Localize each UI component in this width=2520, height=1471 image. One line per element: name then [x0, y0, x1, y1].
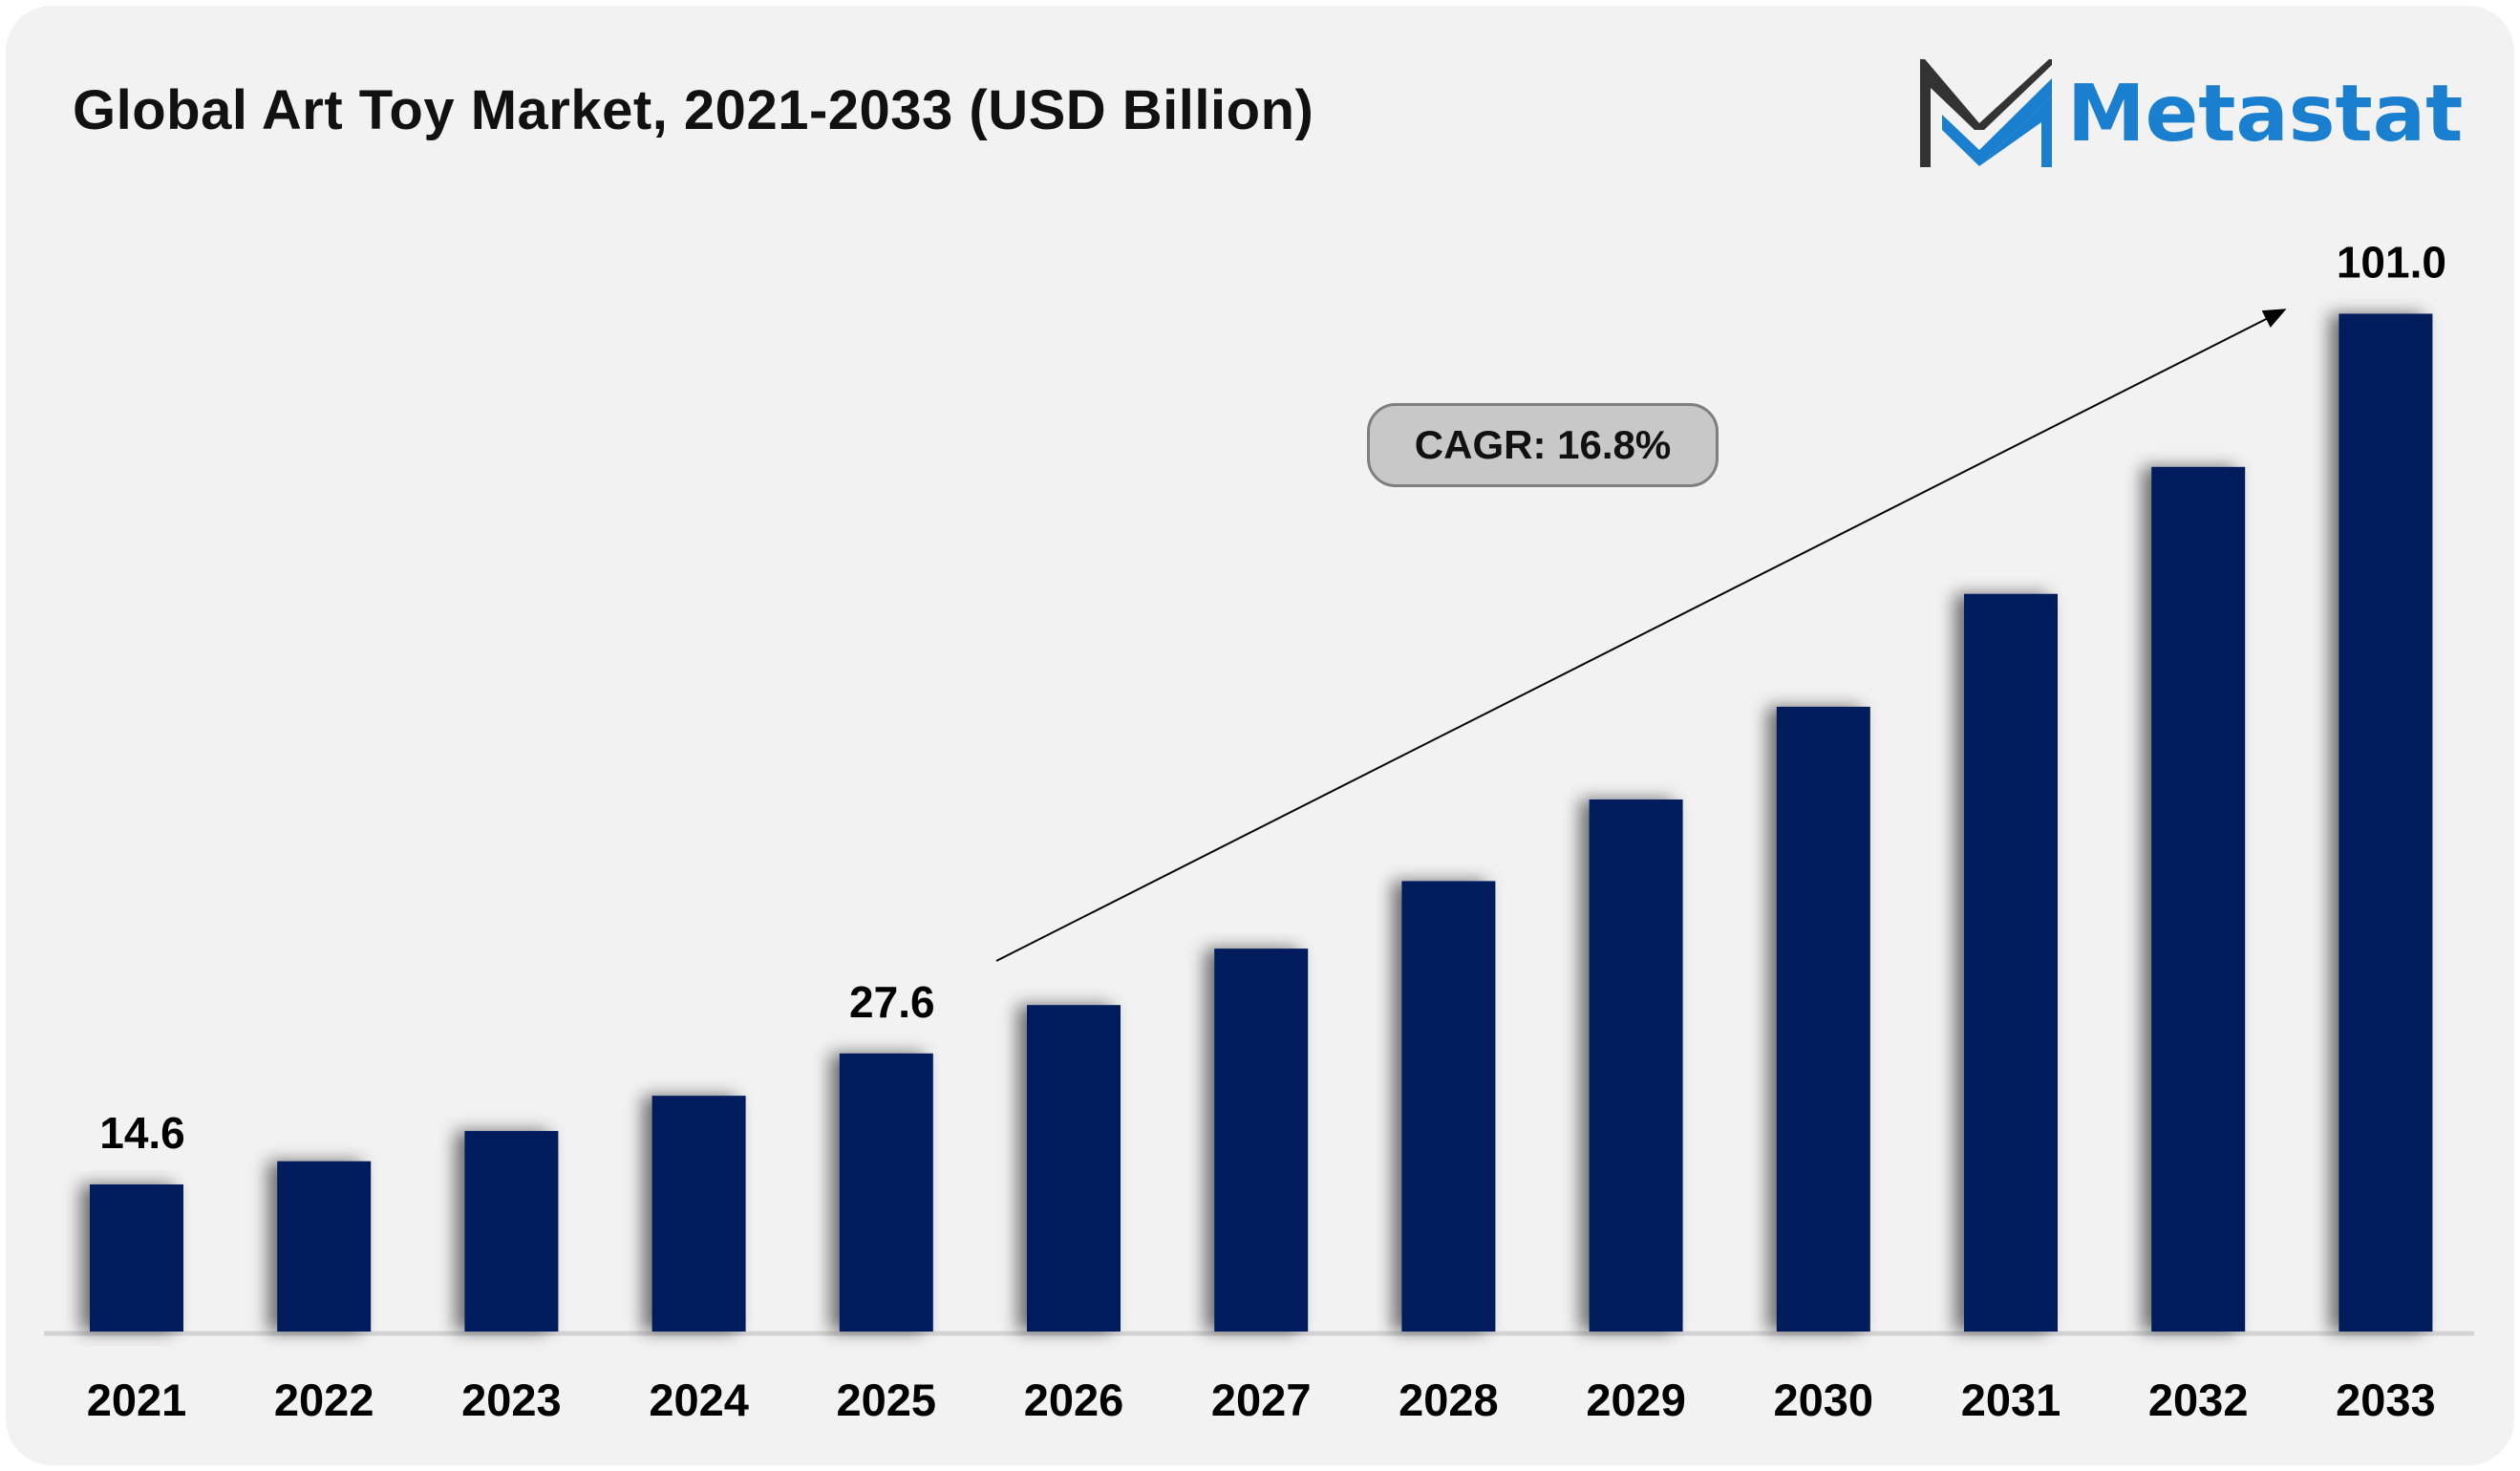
data-label-2021: 14.6 — [99, 1108, 185, 1158]
bar-2033 — [2338, 313, 2433, 1332]
m-logo-icon — [1920, 59, 2052, 167]
data-label-2025: 27.6 — [849, 977, 935, 1027]
bar-2023 — [464, 1131, 559, 1332]
bar-2021 — [90, 1183, 183, 1332]
bar-2029 — [1589, 799, 1683, 1332]
x-tick-label: 2022 — [274, 1375, 374, 1425]
x-tick-label: 2032 — [2148, 1375, 2249, 1425]
x-tick-label: 2028 — [1399, 1375, 1499, 1425]
x-tick-label: 2030 — [1774, 1375, 1874, 1425]
cagr-trend-arrow — [995, 309, 2287, 962]
x-tick-label: 2025 — [837, 1375, 937, 1425]
x-tick-label: 2029 — [1586, 1375, 1686, 1425]
x-tick-label: 2026 — [1024, 1375, 1124, 1425]
bar-2032 — [2151, 466, 2246, 1332]
x-tick-label: 2023 — [461, 1375, 562, 1425]
x-tick-label: 2033 — [2336, 1375, 2436, 1425]
bar-2027 — [1214, 949, 1309, 1332]
chart-title: Global Art Toy Market, 2021-2033 (USD Bi… — [73, 79, 1314, 141]
bar-2028 — [1401, 881, 1496, 1332]
x-tick-label: 2031 — [1961, 1375, 2061, 1425]
metastat-logo: Metastat — [1920, 59, 2463, 169]
x-tick-label: 2027 — [1211, 1375, 1312, 1425]
data-label-2033: 101.0 — [2337, 237, 2446, 287]
bar-2026 — [1027, 1005, 1121, 1332]
logo-text: Metastat — [2067, 69, 2464, 160]
bar-2024 — [651, 1096, 746, 1332]
bar-2030 — [1776, 706, 1870, 1332]
bar-2031 — [1964, 593, 2058, 1332]
cagr-badge: CAGR: 16.8% — [1367, 403, 1719, 487]
x-tick-label: 2021 — [87, 1375, 187, 1425]
bar-2025 — [839, 1053, 933, 1332]
bar-2022 — [277, 1161, 372, 1332]
x-tick-label: 2024 — [649, 1375, 749, 1425]
